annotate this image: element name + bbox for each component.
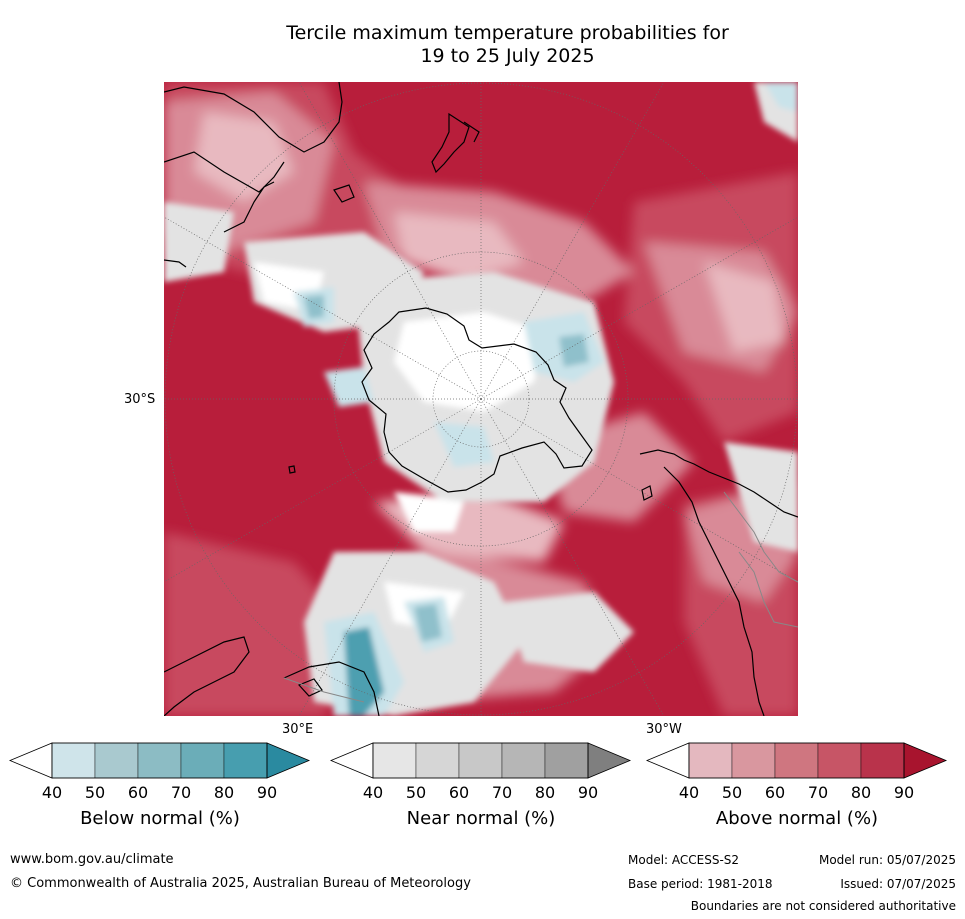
colorbar-bin — [817, 742, 862, 779]
colorbar-bin — [458, 742, 503, 779]
colorbar-tick-label: 90 — [256, 783, 278, 802]
white-region — [394, 492, 464, 532]
longitude-label-east: 30°E — [282, 722, 314, 737]
south-america-coastline — [663, 466, 765, 716]
below-normal-region — [304, 295, 324, 319]
colorbar-outline — [372, 742, 589, 779]
coastlines — [164, 82, 798, 716]
colorbar-below-normal-graphic — [8, 742, 311, 779]
colorbar-extend-high — [587, 742, 632, 779]
below-normal-region — [559, 334, 589, 367]
issued-date: Issued: 07/07/2025 — [840, 877, 956, 891]
australia-coastline — [164, 259, 187, 268]
probability-map[interactable] — [164, 82, 798, 716]
falklands-coastline — [641, 485, 653, 501]
colorbar-near-normal — [329, 742, 632, 779]
colorbar-tick-label: 90 — [577, 783, 599, 802]
above-pale-region — [194, 112, 294, 202]
colorbar-bin — [94, 742, 139, 779]
website-link[interactable]: www.bom.gov.au/climate — [10, 852, 174, 867]
longitude-label-west: 30°W — [646, 722, 682, 737]
colorbar-tick-label: 50 — [405, 783, 427, 802]
colorbar-bin — [137, 742, 182, 779]
below-normal-region — [324, 367, 374, 407]
map-title: Tercile maximum temperature probabilitie… — [0, 22, 965, 68]
colorbar-bin — [731, 742, 776, 779]
colorbar-tick-label: 50 — [84, 783, 106, 802]
colorbar-outline — [51, 742, 268, 779]
colorbar-tick-label: 50 — [721, 783, 743, 802]
boundary-disclaimer: Boundaries are not considered authoritat… — [690, 899, 956, 913]
new-zealand-coastline — [463, 121, 480, 143]
map-canvas — [164, 82, 798, 716]
colorbar-bin — [860, 742, 905, 779]
colorbar-tick-label: 70 — [170, 783, 192, 802]
colorbar-tick-label: 70 — [491, 783, 513, 802]
madagascar-coastline — [297, 678, 323, 697]
colorbar-bin — [372, 742, 417, 779]
above-pale-region — [394, 212, 524, 282]
new-zealand-coastline — [431, 112, 470, 174]
colorbar-above-normal-label: Above normal (%) — [715, 808, 879, 829]
below-normal-region — [764, 82, 798, 112]
colorbar-extend-low — [8, 742, 53, 779]
colorbar-bin — [415, 742, 460, 779]
above-pale-region — [704, 262, 784, 352]
colorbar-bin — [688, 742, 733, 779]
near-normal-region — [504, 592, 634, 672]
south-america-coastline — [639, 449, 798, 518]
colorbar-extend-low — [645, 742, 690, 779]
colorbar-tick-label: 80 — [534, 783, 556, 802]
africa-coastline — [283, 661, 380, 716]
below-normal-region — [434, 422, 494, 467]
colorbar-below-normal — [8, 742, 311, 779]
boundaries — [283, 491, 798, 703]
graticule — [164, 82, 798, 716]
colorbar-tick-label: 60 — [764, 783, 786, 802]
colorbar-above-normal-graphic — [645, 742, 948, 779]
colorbar-above-normal — [645, 742, 948, 779]
colorbar-outline — [688, 742, 905, 779]
latitude-label: 30°S — [124, 392, 156, 407]
australia-coastline — [164, 82, 343, 153]
colorbar-tick-label: 70 — [807, 783, 829, 802]
australia-coastline — [223, 181, 275, 233]
colorbar-tick-label: 40 — [362, 783, 384, 802]
colorbar-bin — [51, 742, 96, 779]
colorbar-extend-high — [266, 742, 311, 779]
colorbar-tick-label: 90 — [893, 783, 915, 802]
model-run-date: Model run: 05/07/2025 — [818, 853, 956, 867]
below-normal-region — [414, 604, 442, 642]
colorbar-extend-low — [329, 742, 374, 779]
title-line-2: 19 to 25 July 2025 — [420, 45, 595, 67]
white-region — [394, 312, 544, 412]
antarctica-coastline — [361, 307, 593, 493]
title-line-1: Tercile maximum temperature probabilitie… — [286, 22, 729, 44]
copyright-text: © Commonwealth of Australia 2025, Austra… — [10, 876, 471, 891]
australia-coastline — [164, 151, 285, 193]
colorbar-tick-label: 80 — [213, 783, 235, 802]
model-name: Model: ACCESS-S2 — [628, 853, 740, 867]
colorbar-near-normal-label: Near normal (%) — [406, 808, 556, 829]
colorbar-bin — [180, 742, 225, 779]
colorbar-tick-label: 40 — [41, 783, 63, 802]
colorbar-bin — [774, 742, 819, 779]
colorbar-near-normal-graphic — [329, 742, 632, 779]
colorbar-tick-label: 80 — [850, 783, 872, 802]
tasmania-coastline — [333, 184, 355, 203]
colorbar-bin — [501, 742, 546, 779]
base-period: Base period: 1981-2018 — [628, 877, 773, 891]
island-coastline — [288, 465, 296, 474]
colorbar-tick-label: 60 — [127, 783, 149, 802]
colorbar-bin — [223, 742, 268, 779]
colorbar-extend-high — [903, 742, 948, 779]
near-normal-region — [164, 202, 234, 282]
africa-coastline — [164, 636, 250, 716]
colorbar-bin — [544, 742, 589, 779]
colorbar-below-normal-label: Below normal (%) — [80, 808, 240, 829]
colorbar-tick-label: 60 — [448, 783, 470, 802]
colorbar-tick-label: 40 — [678, 783, 700, 802]
